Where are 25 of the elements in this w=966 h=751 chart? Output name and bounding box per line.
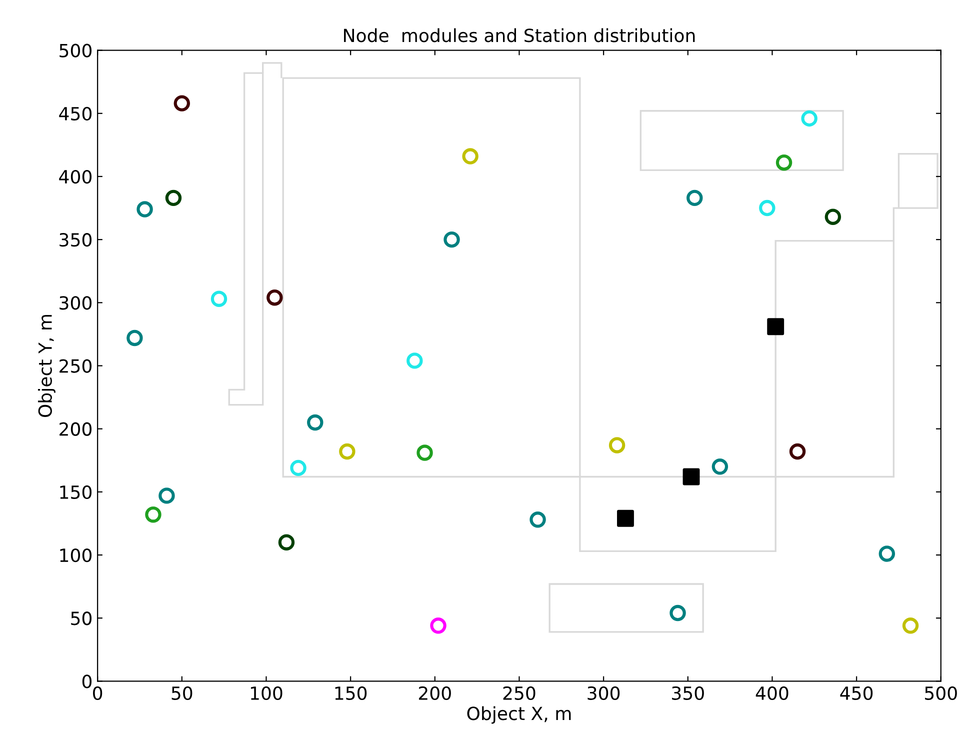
y-tick-label: 0: [82, 674, 92, 688]
y-tick-label: 450: [59, 106, 92, 121]
y-tick-label: 50: [71, 612, 92, 626]
y-tick-label: 400: [59, 170, 92, 184]
y-tick-label: 200: [60, 422, 92, 436]
y-tick-label: 100: [60, 548, 92, 562]
x-tick-label: 350: [672, 686, 704, 700]
y-tick-label: 150: [60, 485, 92, 500]
x-tick-label: 0: [93, 686, 102, 700]
x-tick-label: 400: [756, 686, 788, 700]
x-tick-label: 50: [172, 686, 192, 700]
y-tick-label: 300: [60, 296, 92, 310]
x-tick-label: 500: [925, 686, 957, 700]
y-tick-label: 250: [60, 359, 92, 373]
y-tick-label: 500: [60, 44, 92, 58]
x-tick-label: 150: [335, 686, 367, 700]
x-tick-label: 300: [588, 686, 620, 700]
y-axis-title: Object Y, m: [38, 314, 56, 418]
x-tick-label: 200: [418, 686, 451, 700]
x-tick-label: 100: [250, 686, 282, 700]
x-tick-label: 450: [840, 686, 873, 700]
chart-title: Node modules and Station distribution: [344, 28, 695, 42]
x-tick-label: 250: [503, 686, 536, 700]
x-axis-title: Object X, m: [467, 706, 571, 724]
y-tick-label: 350: [60, 233, 92, 247]
